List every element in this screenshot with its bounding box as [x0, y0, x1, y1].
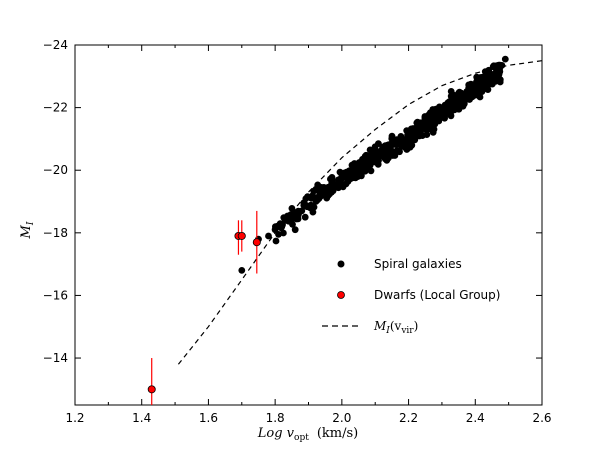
spiral-point	[288, 213, 296, 221]
spiral-point	[272, 237, 280, 245]
spiral-point	[375, 157, 382, 164]
spiral-point	[423, 131, 431, 139]
x-tick-label: 1.6	[199, 411, 218, 425]
spiral-point	[324, 192, 332, 199]
spiral-point	[481, 72, 489, 80]
model-curve	[177, 60, 543, 365]
legend-label-curve: MI(vvir)	[373, 319, 418, 336]
legend-marker-spiral	[337, 260, 345, 268]
spiral-point	[327, 175, 334, 183]
spiral-point	[238, 267, 246, 274]
spiral-point	[430, 111, 437, 119]
dwarf-point	[237, 231, 246, 240]
spiral-point	[309, 192, 316, 200]
x-tick-label: 1.2	[65, 411, 84, 425]
y-tick-label: −22	[43, 101, 68, 115]
spiral-point	[455, 97, 463, 105]
spiral-point	[271, 226, 279, 234]
spiral-point	[265, 232, 272, 240]
spiral-point	[466, 95, 473, 103]
legend-label-dwarfs: Dwarfs (Local Group)	[374, 288, 500, 302]
spiral-point	[437, 113, 444, 121]
spiral-point	[278, 223, 286, 231]
spiral-points	[238, 55, 509, 274]
axis-ticks: 1.2 1.4 1.6 1.8 2.0 2.2 2.4 2.6 −24 −22 −20 −18 −16 −…	[43, 38, 552, 425]
y-axis-title-main: M	[19, 224, 34, 239]
y-tick-label: −14	[43, 351, 68, 365]
x-tick-label: 2.0	[332, 411, 351, 425]
spiral-point	[391, 152, 399, 159]
spiral-point	[391, 140, 399, 148]
y-axis-title-sub: I	[26, 221, 36, 226]
spiral-point	[447, 92, 455, 100]
x-tick-label: 2.4	[466, 411, 485, 425]
legend-curve-sub2: vir	[400, 326, 414, 336]
spiral-point	[436, 103, 443, 111]
spiral-point	[382, 148, 390, 156]
spiral-point	[396, 148, 403, 156]
y-axis-title: MI	[19, 221, 36, 239]
spiral-point	[460, 100, 468, 108]
legend-curve-paren: (v	[390, 319, 402, 333]
x-axis-title-main: Log v	[257, 426, 295, 441]
spiral-point	[301, 213, 309, 221]
spiral-point	[336, 180, 344, 188]
spiral-point	[491, 69, 499, 77]
y-tick-label: −20	[43, 163, 68, 177]
spiral-point	[329, 187, 337, 195]
spiral-point	[312, 197, 320, 205]
legend-curve-sub: I	[385, 326, 390, 336]
spiral-point	[490, 76, 497, 84]
spiral-point	[501, 55, 509, 63]
dwarf-point	[147, 385, 156, 394]
x-axis-title: Log vopt (km/s)	[257, 426, 358, 443]
spiral-point	[371, 150, 378, 158]
spiral-point	[340, 169, 348, 177]
spiral-point	[443, 108, 451, 116]
legend-label-spiral: Spiral galaxies	[374, 257, 462, 271]
spiral-point	[383, 157, 391, 164]
legend-curve-main: M	[373, 319, 387, 333]
x-tick-label: 1.8	[266, 411, 285, 425]
spiral-point	[298, 207, 306, 215]
spiral-point	[371, 143, 379, 151]
spiral-point	[496, 61, 504, 69]
spiral-point	[481, 68, 489, 75]
y-tick-label: −16	[43, 288, 68, 302]
y-tick-label: −18	[43, 226, 68, 240]
spiral-point	[281, 216, 289, 224]
spiral-point	[291, 226, 299, 234]
spiral-point	[365, 158, 373, 166]
x-tick-label: 2.6	[532, 411, 551, 425]
y-tick-label: −24	[43, 38, 68, 52]
legend-marker-dwarfs	[337, 291, 345, 299]
x-axis-title-units: (km/s)	[317, 426, 358, 441]
dwarf-point	[252, 238, 261, 247]
spiral-point	[275, 231, 282, 238]
spiral-point	[425, 122, 432, 130]
spiral-point	[460, 93, 468, 101]
spiral-point	[347, 169, 354, 177]
x-axis-title-sub: opt	[294, 433, 309, 443]
spiral-point	[400, 140, 408, 148]
spiral-point	[306, 204, 314, 212]
spiral-point	[449, 99, 456, 107]
spiral-point	[367, 167, 375, 175]
legend-curve-close: )	[414, 319, 419, 333]
spiral-point	[320, 185, 328, 193]
spiral-point	[300, 199, 308, 207]
dwarf-points	[147, 210, 261, 405]
spiral-point	[411, 136, 419, 144]
legend: Spiral galaxies Dwarfs (Local Group) MI(…	[322, 257, 500, 336]
spiral-point	[484, 82, 492, 89]
spiral-point	[353, 162, 361, 169]
spiral-point	[478, 88, 486, 95]
x-tick-label: 2.2	[399, 411, 418, 425]
x-tick-label: 1.4	[132, 411, 151, 425]
model-curve-line	[177, 60, 543, 365]
spiral-point	[406, 141, 413, 149]
spiral-point	[470, 82, 478, 90]
